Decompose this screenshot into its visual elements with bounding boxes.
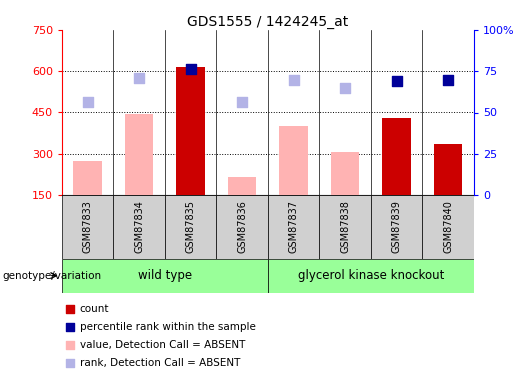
Bar (279, 126, 307, 195)
Bar (319, 195, 371, 259)
Bar (371, 195, 422, 259)
Text: GSM87837: GSM87837 (288, 200, 299, 254)
Bar (176, 67, 204, 195)
Point (65, 324, 74, 330)
Point (83, 99, 92, 105)
Point (444, 76, 452, 82)
Bar (125, 114, 153, 195)
Text: GSM87836: GSM87836 (237, 200, 247, 254)
Bar (113, 195, 165, 259)
Text: genotype/variation: genotype/variation (3, 271, 101, 280)
Text: value, Detection Call = ABSENT: value, Detection Call = ABSENT (80, 340, 245, 350)
Point (65, 306, 74, 312)
Text: count: count (80, 304, 109, 314)
Text: GSM87838: GSM87838 (340, 200, 350, 254)
Text: glycerol kinase knockout: glycerol kinase knockout (298, 269, 444, 282)
Bar (62, 195, 113, 259)
Text: GSM87835: GSM87835 (185, 200, 196, 254)
Text: GSM87833: GSM87833 (82, 200, 93, 254)
Point (238, 99, 246, 105)
Point (65, 342, 74, 348)
Title: GDS1555 / 1424245_at: GDS1555 / 1424245_at (187, 15, 349, 29)
Bar (165, 195, 216, 259)
Bar (434, 144, 462, 195)
Text: GSM87834: GSM87834 (134, 200, 144, 254)
Point (135, 75, 143, 81)
Text: GSM87839: GSM87839 (391, 200, 402, 254)
Bar (382, 118, 410, 195)
Bar (422, 195, 474, 259)
Bar (73, 160, 102, 195)
Text: wild type: wild type (138, 269, 192, 282)
Bar (268, 259, 474, 292)
Point (289, 76, 298, 82)
Text: GSM87840: GSM87840 (443, 200, 453, 254)
Point (65, 360, 74, 366)
Bar (268, 195, 319, 259)
Text: rank, Detection Call = ABSENT: rank, Detection Call = ABSENT (80, 358, 240, 368)
Text: percentile rank within the sample: percentile rank within the sample (80, 322, 256, 332)
Bar (62, 259, 268, 292)
Point (186, 66, 195, 72)
Point (341, 85, 349, 91)
Point (392, 78, 401, 84)
Bar (228, 177, 256, 195)
Bar (331, 152, 359, 195)
Bar (216, 195, 268, 259)
